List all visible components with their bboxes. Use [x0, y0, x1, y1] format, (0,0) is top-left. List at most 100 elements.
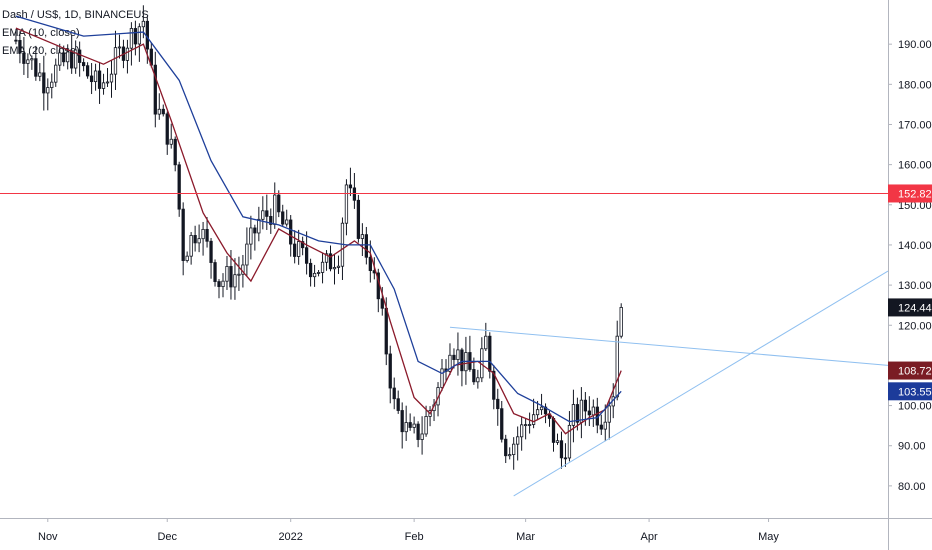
y-tick-label: 160.00 — [898, 160, 932, 172]
candle-up — [567, 424, 572, 459]
y-tick-label: 180.00 — [898, 79, 932, 91]
candle-down — [575, 404, 580, 423]
candle-down — [161, 108, 165, 115]
candle-down — [22, 52, 26, 64]
candle-down — [388, 353, 392, 389]
candle-down — [205, 228, 209, 242]
candle-up — [197, 238, 201, 244]
candle-up — [221, 280, 225, 287]
candle-up — [535, 409, 540, 416]
x-tick-label: Feb — [405, 531, 424, 543]
y-tick-label: 130.00 — [898, 280, 932, 292]
candle-down — [277, 194, 281, 213]
candle-up — [420, 433, 424, 440]
candle-down — [488, 335, 492, 372]
candle-up — [26, 59, 30, 64]
candle-down — [34, 58, 38, 77]
candle-down — [348, 184, 353, 189]
candle-up — [512, 443, 516, 455]
candle-down — [380, 298, 384, 309]
candle-down — [543, 406, 548, 415]
price-badge-ema20 — [888, 382, 932, 401]
x-tick-label: May — [758, 531, 779, 543]
candle-up — [539, 406, 544, 411]
candle-up — [591, 406, 595, 416]
indicators — [15, 15, 622, 435]
candle-down — [177, 164, 181, 210]
candle-down — [281, 211, 285, 225]
candle-down — [460, 349, 464, 372]
candle-up — [249, 227, 253, 245]
price-badge-level — [888, 184, 932, 203]
x-tick-label: Nov — [38, 531, 58, 543]
ema20-line — [15, 15, 622, 423]
candle-down — [416, 423, 420, 440]
candle-up — [297, 241, 301, 257]
price-badge-label-ema20: 103.55 — [898, 386, 932, 398]
candle-down — [587, 410, 591, 416]
candle-up — [520, 424, 524, 438]
candle-up — [93, 70, 98, 83]
candle-up — [261, 210, 265, 220]
candle-down — [400, 410, 404, 433]
candle-down — [396, 398, 400, 411]
candle-down — [153, 64, 157, 115]
candle-up — [615, 335, 619, 398]
candle-up — [603, 421, 607, 430]
candle-up — [527, 424, 532, 426]
candle-down — [551, 418, 556, 443]
candle-up — [273, 194, 277, 225]
candle-up — [316, 272, 321, 274]
candle-down — [165, 113, 169, 145]
candle-down — [78, 49, 82, 63]
candle-up — [105, 81, 110, 84]
candle-down — [559, 440, 564, 459]
y-tick-label: 80.00 — [898, 481, 926, 493]
candle-down — [392, 387, 396, 400]
candle-up — [46, 87, 50, 94]
candle-up — [320, 261, 325, 273]
candle-down — [253, 227, 257, 234]
candle-up — [555, 440, 560, 443]
candle-up — [54, 64, 58, 83]
candle-down — [563, 457, 568, 460]
candle-down — [42, 72, 46, 94]
candle-up — [225, 266, 229, 282]
candle-up — [440, 368, 444, 388]
candle-up — [185, 255, 189, 261]
candle-down — [81, 62, 86, 67]
candle-up — [189, 235, 193, 257]
candle-down — [70, 51, 74, 69]
candle-up — [324, 253, 329, 263]
candle-down — [133, 28, 138, 45]
y-tick-label: 150.00 — [898, 200, 932, 212]
candle-up — [113, 47, 118, 75]
ascending-trendline — [513, 270, 889, 497]
candle-up — [58, 52, 62, 66]
candle-down — [217, 281, 221, 287]
candle-up — [344, 184, 349, 224]
price-badge-label-ema10: 108.72 — [898, 366, 932, 378]
candle-down — [472, 369, 476, 383]
drawings — [0, 192, 889, 497]
candle-down — [269, 216, 273, 225]
candle-up — [137, 26, 142, 45]
y-tick-label: 100.00 — [898, 401, 932, 413]
candle-up — [38, 72, 42, 77]
candle-up — [571, 404, 576, 426]
ema10-line — [15, 27, 622, 435]
candle-up — [476, 377, 480, 383]
candle-up — [424, 416, 428, 435]
candle-down — [89, 75, 94, 83]
y-tick-label: 90.00 — [898, 441, 926, 453]
candle-down — [14, 39, 18, 42]
y-tick-label: 120.00 — [898, 320, 932, 332]
candle-down — [181, 208, 185, 261]
candle-up — [336, 265, 341, 268]
descending-trendline — [449, 326, 889, 366]
candle-up — [508, 454, 512, 457]
candle-down — [18, 40, 22, 54]
candle-up — [332, 267, 337, 270]
